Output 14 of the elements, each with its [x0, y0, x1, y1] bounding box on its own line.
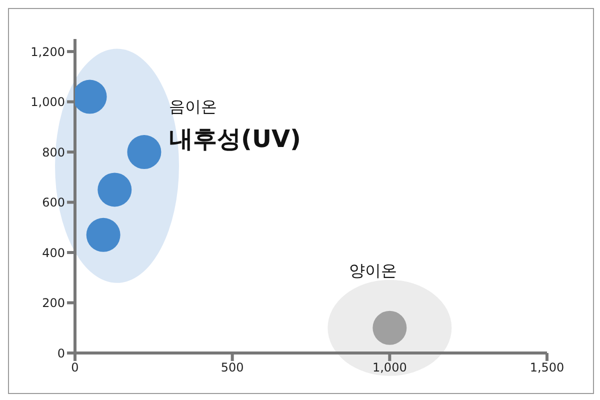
- y-tick-label: 1,200: [30, 44, 65, 59]
- y-tick-label: 200: [42, 296, 65, 310]
- annotation: 내후성(UV): [169, 124, 301, 155]
- x-tick-label: 0: [71, 360, 79, 375]
- y-tick-label: 800: [42, 145, 65, 160]
- x-tick-label: 500: [220, 360, 244, 375]
- x-tick-label: 1,000: [372, 360, 407, 375]
- annotation: 음이온: [169, 97, 217, 118]
- annotation: 양이온: [349, 261, 397, 282]
- y-tick-label: 0: [57, 346, 65, 360]
- y-tick-label: 1,000: [30, 95, 65, 110]
- y-tick-label: 400: [42, 246, 65, 260]
- y-tick-label: 600: [42, 196, 65, 210]
- x-tick-label: 1,500: [530, 360, 564, 375]
